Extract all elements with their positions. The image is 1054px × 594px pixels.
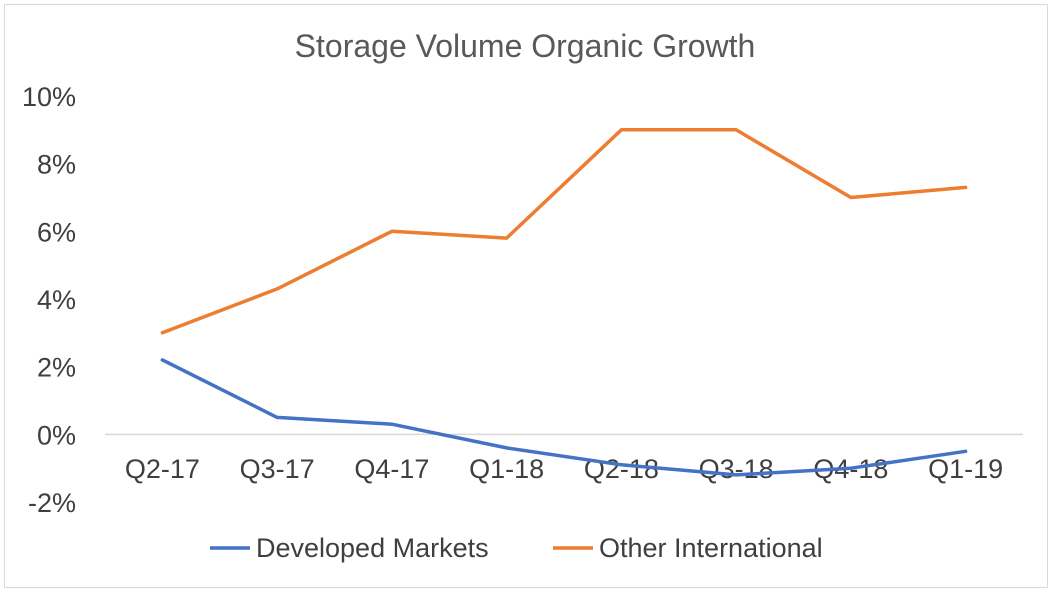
x-tick-label: Q2-17 <box>125 454 200 484</box>
chart-frame <box>4 4 1048 588</box>
x-tick-label: Q1-18 <box>469 454 544 484</box>
y-tick-label: 6% <box>37 217 76 247</box>
y-tick-label: 8% <box>37 150 76 180</box>
x-tick-label: Q4-17 <box>354 454 429 484</box>
series-line-other-international <box>160 128 968 335</box>
chart-title: Storage Volume Organic Growth <box>295 28 756 64</box>
legend: Developed Markets Other International <box>210 533 823 563</box>
x-tick-label: Q1-19 <box>928 454 1003 484</box>
y-axis: 10% 8% 6% 4% 2% 0% -2% <box>22 82 76 518</box>
x-tick-label: Q2-18 <box>584 454 659 484</box>
x-axis: Q2-17 Q3-17 Q4-17 Q1-18 Q2-18 Q3-18 Q4-18 Q1-19 <box>125 454 1003 484</box>
y-tick-label: 10% <box>22 82 76 112</box>
x-tick-label: Q3-17 <box>240 454 315 484</box>
y-tick-label: 2% <box>37 353 76 383</box>
legend-label: Other International <box>599 533 823 563</box>
y-tick-label: 4% <box>37 285 76 315</box>
y-tick-label: -2% <box>28 488 76 518</box>
legend-label: Developed Markets <box>256 533 489 563</box>
x-tick-label: Q3-18 <box>699 454 774 484</box>
y-tick-label: 0% <box>37 420 76 450</box>
series-layer <box>160 128 968 477</box>
series-line-developed-markets <box>160 358 968 477</box>
